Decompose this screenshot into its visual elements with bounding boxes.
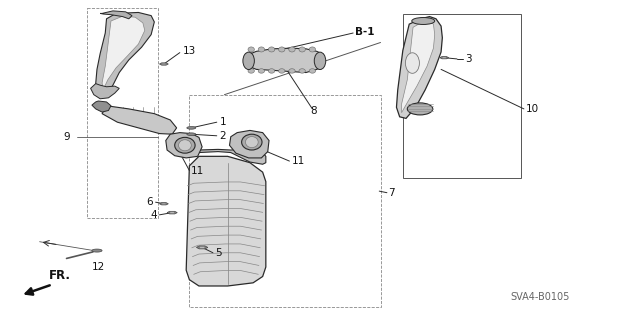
Ellipse shape	[309, 69, 316, 73]
Bar	[88, 8, 157, 218]
Polygon shape	[166, 133, 202, 158]
Text: 12: 12	[92, 262, 105, 272]
Text: FR.: FR.	[49, 269, 71, 282]
Polygon shape	[161, 203, 166, 204]
Ellipse shape	[299, 47, 305, 52]
Polygon shape	[167, 211, 177, 214]
Text: 3: 3	[465, 54, 472, 64]
Ellipse shape	[242, 134, 262, 150]
Ellipse shape	[309, 47, 316, 52]
Bar	[403, 14, 521, 178]
Ellipse shape	[314, 52, 326, 70]
Text: 4: 4	[150, 210, 157, 220]
Ellipse shape	[258, 69, 264, 73]
Text: B-1: B-1	[355, 27, 374, 37]
Text: SVA4-B0105: SVA4-B0105	[510, 292, 570, 302]
Text: 11: 11	[191, 166, 205, 175]
Text: 5: 5	[215, 248, 221, 258]
Ellipse shape	[289, 47, 295, 52]
Polygon shape	[169, 212, 175, 213]
Polygon shape	[396, 17, 442, 118]
Polygon shape	[91, 84, 119, 99]
Ellipse shape	[412, 18, 435, 25]
Text: 6: 6	[147, 197, 153, 207]
Polygon shape	[440, 56, 449, 59]
Text: 11: 11	[291, 156, 305, 166]
Text: 9: 9	[63, 132, 70, 142]
Polygon shape	[198, 247, 205, 248]
Polygon shape	[159, 203, 168, 205]
Ellipse shape	[278, 47, 285, 52]
Ellipse shape	[179, 140, 191, 151]
Ellipse shape	[248, 69, 254, 73]
Polygon shape	[96, 12, 154, 98]
Polygon shape	[245, 48, 323, 72]
Ellipse shape	[248, 47, 254, 52]
Ellipse shape	[92, 249, 102, 252]
Text: 1: 1	[220, 117, 226, 127]
Polygon shape	[442, 57, 447, 58]
Ellipse shape	[187, 133, 196, 136]
Ellipse shape	[243, 52, 254, 70]
Ellipse shape	[289, 69, 295, 73]
Ellipse shape	[405, 53, 419, 73]
Text: 13: 13	[183, 46, 196, 56]
Polygon shape	[92, 101, 111, 112]
Polygon shape	[159, 63, 168, 65]
Polygon shape	[161, 63, 166, 65]
Polygon shape	[401, 21, 435, 113]
Ellipse shape	[278, 69, 285, 73]
Polygon shape	[102, 106, 177, 134]
Ellipse shape	[246, 137, 258, 148]
Text: 2: 2	[220, 131, 226, 141]
Polygon shape	[230, 130, 269, 158]
Ellipse shape	[187, 127, 196, 129]
Polygon shape	[100, 11, 132, 19]
Text: 7: 7	[388, 188, 395, 198]
Polygon shape	[102, 16, 145, 89]
Bar	[189, 95, 381, 307]
Ellipse shape	[258, 47, 264, 52]
Ellipse shape	[175, 137, 195, 153]
Ellipse shape	[407, 103, 433, 115]
Polygon shape	[186, 156, 266, 286]
Text: 10: 10	[526, 104, 539, 114]
Text: 8: 8	[310, 107, 317, 116]
Polygon shape	[196, 246, 208, 249]
Polygon shape	[189, 149, 266, 164]
Ellipse shape	[268, 69, 275, 73]
Ellipse shape	[268, 47, 275, 52]
Ellipse shape	[299, 69, 305, 73]
